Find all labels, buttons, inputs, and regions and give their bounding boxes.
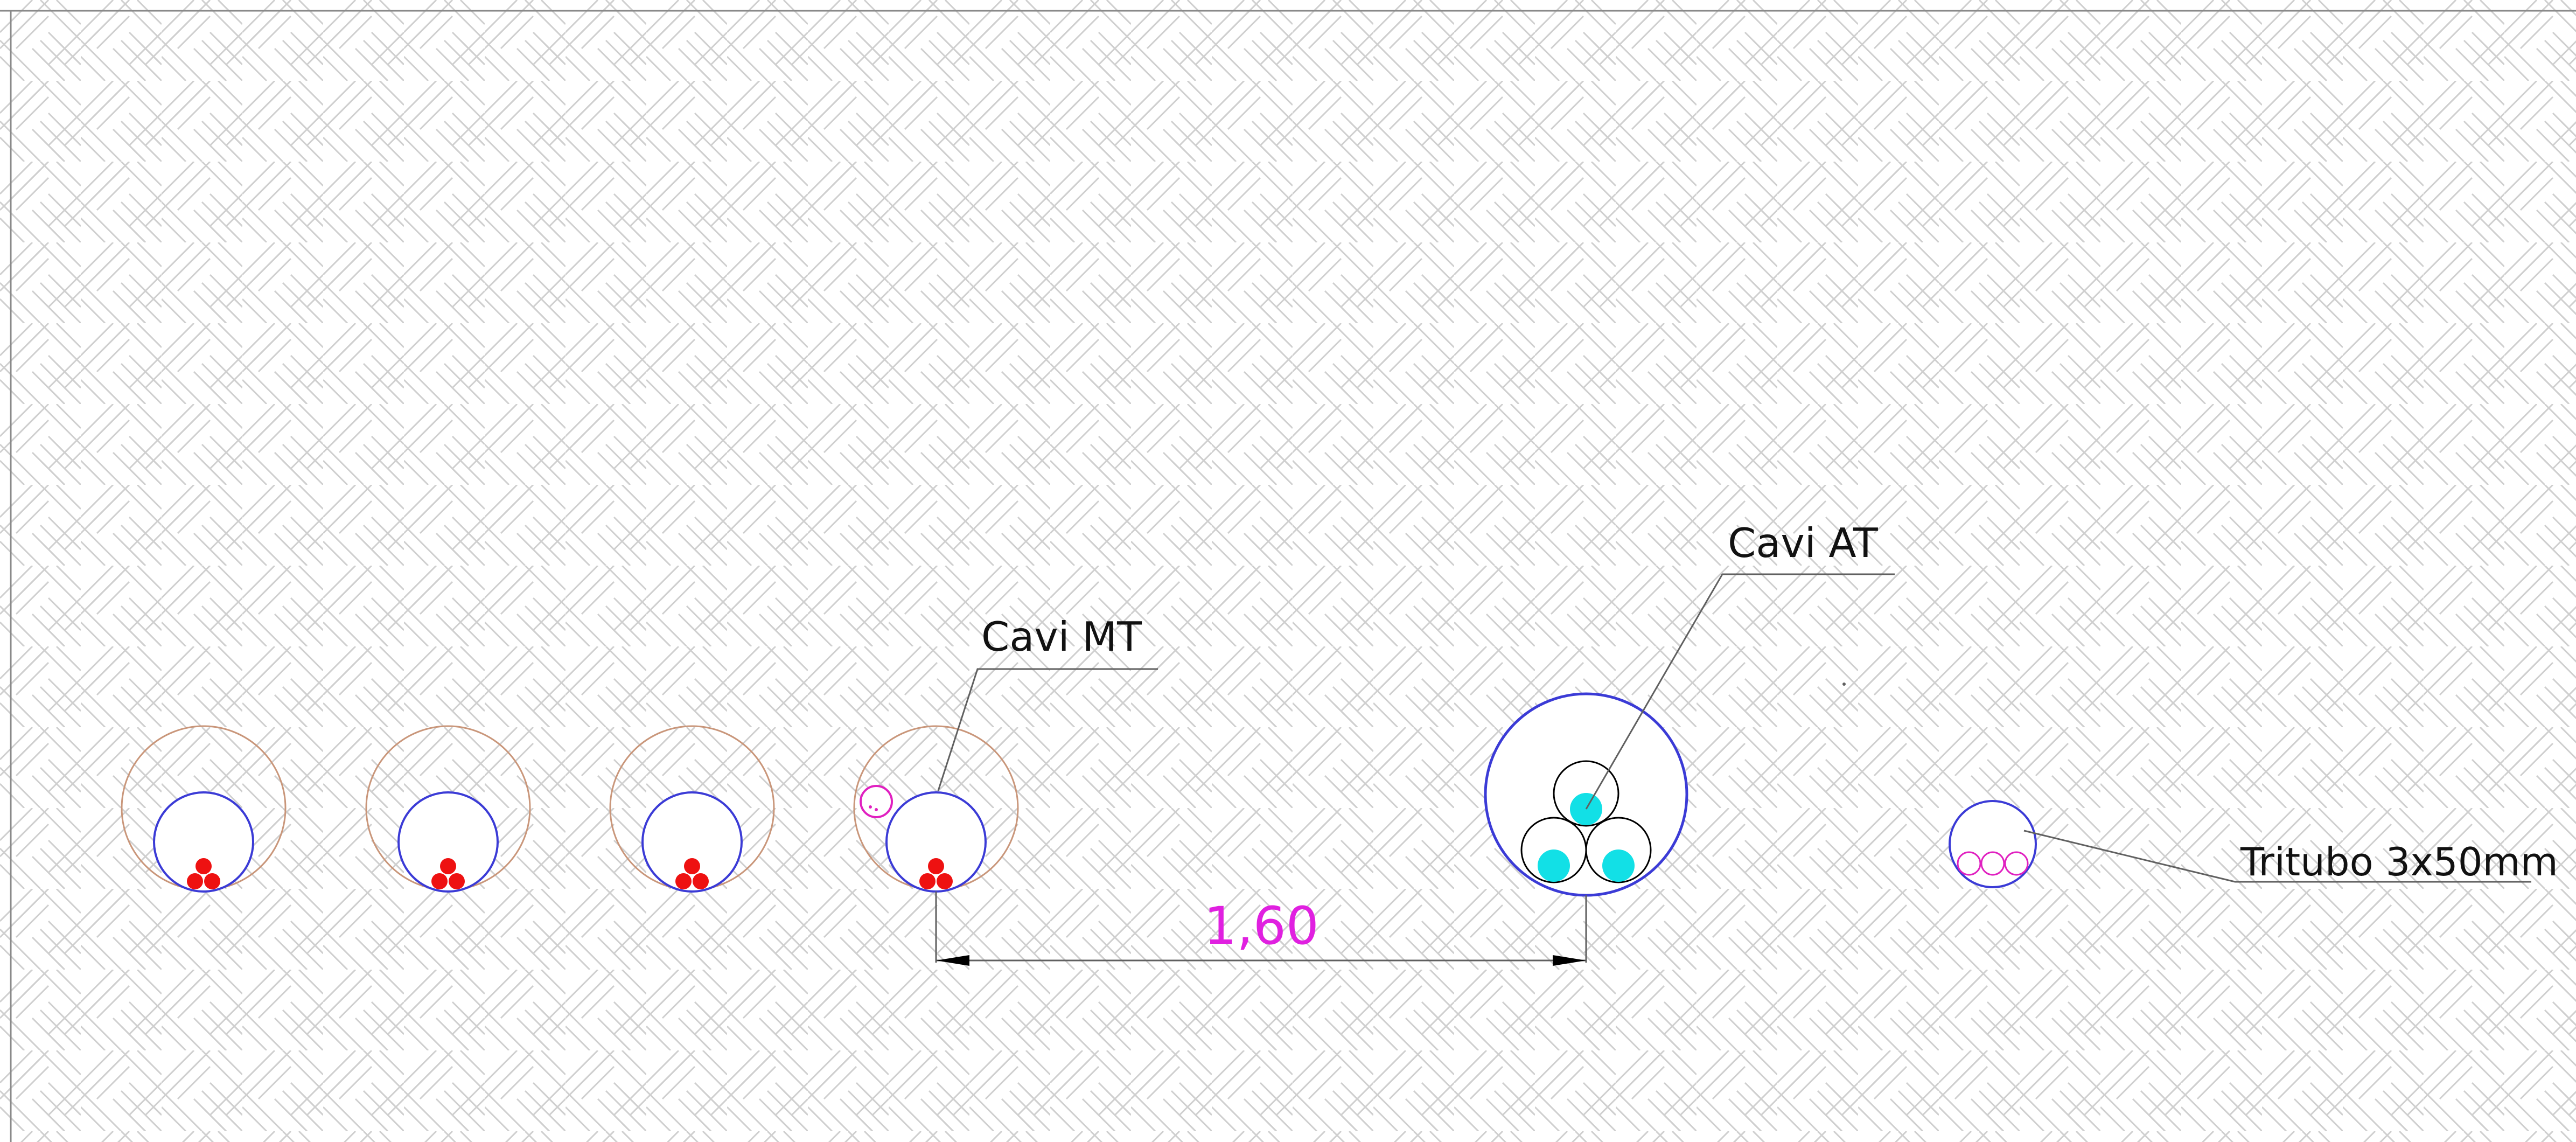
at-leader-line xyxy=(1585,573,1895,810)
mt-leader-line xyxy=(937,668,1158,791)
tritubo-callout: Tritubo 3x50mm xyxy=(2023,830,2558,885)
at-cables-callout: Cavi AT xyxy=(1585,519,1895,810)
conduit-circle xyxy=(153,791,254,893)
stray-point xyxy=(1842,683,1846,686)
mt-cable xyxy=(431,873,448,889)
dimension-arrow-right xyxy=(1553,955,1586,966)
tritubo-pipe xyxy=(2004,851,2029,876)
tritubo-pipe xyxy=(1980,851,2005,876)
small-pipe-dot xyxy=(869,805,872,809)
conduit-circle xyxy=(641,791,743,893)
at-cables-label: Cavi AT xyxy=(1728,519,1879,567)
conduit-circle xyxy=(397,791,499,893)
mt-cables-callout: Cavi MT xyxy=(937,613,1158,791)
mt-conduit-4 xyxy=(853,725,1019,893)
mt-cable xyxy=(440,858,456,874)
mt-cable xyxy=(928,858,944,874)
dimension-line-group: 1,60 xyxy=(935,892,1587,966)
tritubo-leader-line xyxy=(2023,830,2531,883)
small-pipe-dot xyxy=(875,808,878,811)
mt-cable xyxy=(204,873,220,889)
mt-conduit-1 xyxy=(121,725,287,893)
at-cable xyxy=(1538,849,1570,882)
conduit-circle xyxy=(885,791,987,893)
mt-conduit-2 xyxy=(365,725,531,893)
mt-cable xyxy=(187,873,203,889)
mt-cable xyxy=(449,873,465,889)
mt-cable xyxy=(919,873,936,889)
mt-cables-label: Cavi MT xyxy=(981,613,1142,660)
small-pipe-circle xyxy=(860,785,893,818)
mt-cable xyxy=(684,858,700,874)
tritubo-label: Tritubo 3x50mm xyxy=(2240,839,2558,885)
mt-cable xyxy=(693,873,709,889)
at-cable xyxy=(1602,849,1635,882)
dimension-arrow-left xyxy=(936,955,969,966)
tritubo-conduit-circle xyxy=(1949,800,2037,888)
dimension-value: 1,60 xyxy=(1204,896,1319,956)
at-conduit xyxy=(1484,692,1688,897)
mt-cable xyxy=(196,858,212,874)
mt-cable xyxy=(937,873,953,889)
mt-conduit-3 xyxy=(609,725,775,893)
tritubo-conduit xyxy=(1949,800,2037,888)
mt-cable xyxy=(675,873,692,889)
tritubo-pipe xyxy=(1957,851,1981,876)
